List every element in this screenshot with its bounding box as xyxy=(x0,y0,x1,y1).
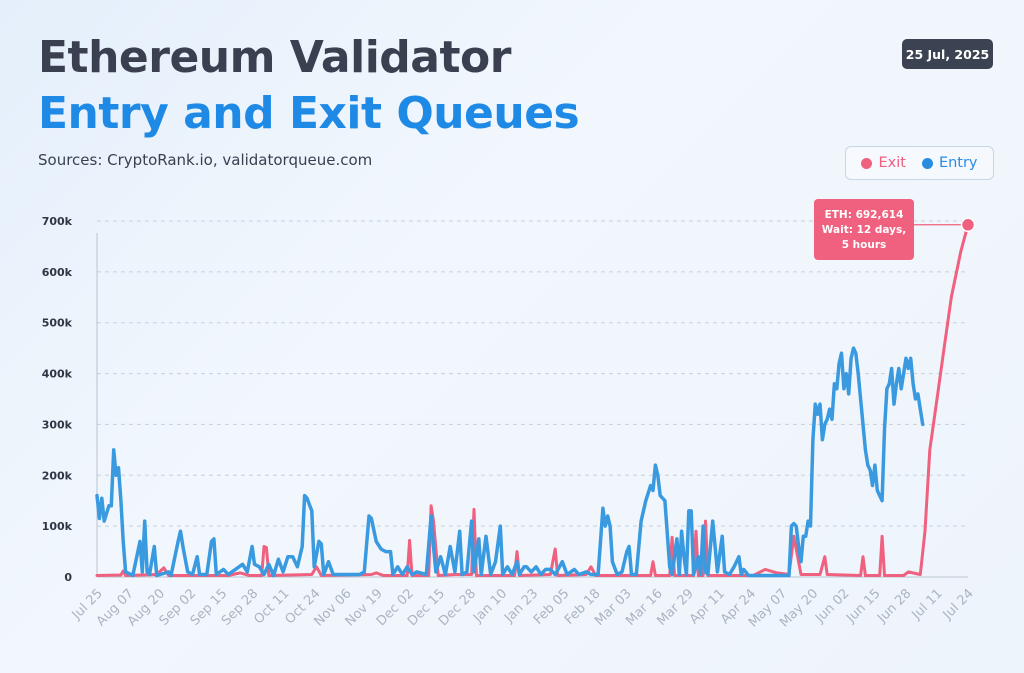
x-tick-label: Jul 24 xyxy=(940,586,977,623)
series-line-exit xyxy=(95,223,970,577)
x-tick-label: Jan 10 xyxy=(470,586,510,626)
annotation-box xyxy=(814,199,914,260)
y-tick-label: 200k xyxy=(42,469,73,482)
chart-legend: Exit Entry xyxy=(845,146,994,180)
sources-note: Sources: CryptoRank.io, validatorqueue.c… xyxy=(38,151,373,169)
legend-label-exit: Exit xyxy=(878,155,906,171)
exit-dot-icon xyxy=(861,157,873,169)
entry-dot-icon xyxy=(921,157,933,169)
series-line-entry xyxy=(95,346,925,578)
annotation-marker xyxy=(960,217,976,233)
y-tick-label: 400k xyxy=(42,368,73,381)
x-tick-label: Jul 11 xyxy=(909,586,946,623)
x-tick-label: Jun 02 xyxy=(812,586,852,626)
annotation-text: ETH: 692,614 xyxy=(825,209,904,221)
y-tick-label: 600k xyxy=(42,266,73,279)
y-tick-label: 0 xyxy=(64,571,72,584)
date-badge: 25 Jul, 2025 xyxy=(902,39,993,69)
x-tick-label: Jun 15 xyxy=(843,586,883,626)
y-tick-label: 700k xyxy=(42,215,73,228)
annotation-text: Wait: 12 days, xyxy=(822,224,906,236)
legend-label-entry: Entry xyxy=(938,155,978,171)
x-tick-label: Jun 28 xyxy=(874,586,914,626)
y-tick-label: 300k xyxy=(42,418,73,431)
y-tick-label: 500k xyxy=(42,317,73,330)
page-subtitle: Entry and Exit Queues xyxy=(38,88,580,139)
y-tick-label: 100k xyxy=(42,520,73,533)
legend-item-entry[interactable]: Entry xyxy=(921,155,978,171)
legend-item-exit[interactable]: Exit xyxy=(861,155,906,171)
annotation-text: 5 hours xyxy=(842,239,887,251)
page-title: Ethereum Validator xyxy=(38,32,511,83)
